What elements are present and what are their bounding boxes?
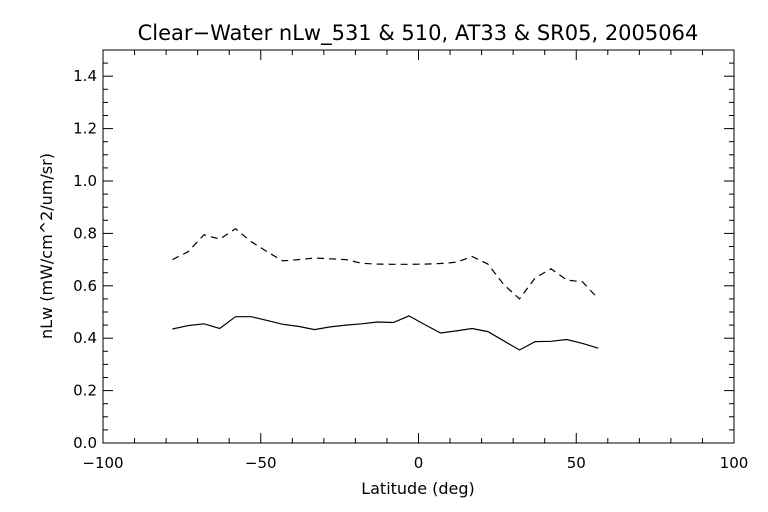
y-tick-label: 0.6 — [73, 277, 97, 295]
x-tick-label: 0 — [414, 454, 424, 472]
y-tick-label: 1.0 — [73, 172, 97, 190]
y-axis-label: nLw (mW/cm^2/um/sr) — [37, 153, 56, 339]
y-tick-label: 0.0 — [73, 434, 97, 452]
y-tick-label: 1.4 — [73, 67, 97, 85]
axis-ticks: −100 −50 0 50 100 0.0 0.2 0.4 0.6 0.8 1.0 1.2 1.4 — [73, 49, 749, 472]
x-tick-label: −100 — [82, 454, 123, 472]
series-line-dashed — [172, 227, 599, 300]
series-line-solid — [172, 315, 599, 351]
y-tick-label: 1.2 — [73, 120, 97, 138]
series-group — [172, 227, 599, 351]
x-tick-label: 100 — [720, 454, 749, 472]
y-tick-label: 0.4 — [73, 329, 97, 347]
x-tick-label: 50 — [567, 454, 586, 472]
x-tick-label: −50 — [245, 454, 277, 472]
chart-title: Clear−Water nLw_531 & 510, AT33 & SR05, … — [138, 21, 699, 46]
plot-frame — [102, 49, 735, 444]
y-tick-label: 0.8 — [73, 224, 97, 242]
y-tick-label: 0.2 — [73, 382, 97, 400]
x-axis-label: Latitude (deg) — [361, 479, 475, 498]
